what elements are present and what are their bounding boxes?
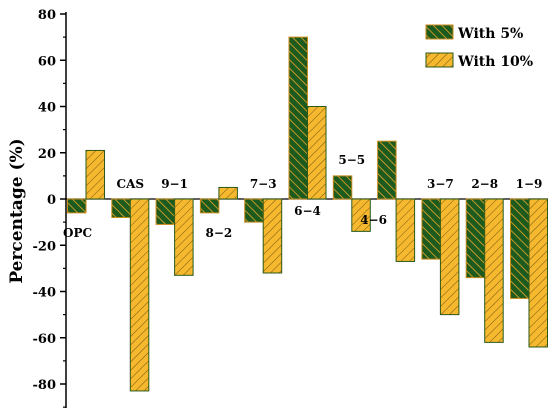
legend-swatch-with-10 — [425, 52, 454, 68]
legend-label-with-5: With 5% — [457, 26, 523, 42]
x-category-label: 3−7 — [427, 177, 454, 191]
x-category-label: 1−9 — [516, 177, 543, 191]
bar-CAS-series-1 — [129, 198, 150, 392]
bars — [67, 36, 548, 392]
bar-7-3-series-1 — [262, 198, 283, 274]
bar-5-5-series-1 — [351, 198, 371, 232]
bar-4-6-series-1 — [395, 198, 416, 262]
bar-5-5-series-0 — [332, 175, 353, 200]
bar-9-1-series-0 — [155, 198, 176, 225]
bar-1-9-series-1 — [528, 198, 548, 348]
x-category-label: 6−4 — [294, 204, 321, 218]
bar-8-2-series-0 — [199, 198, 220, 214]
x-category-label: 2−8 — [471, 177, 498, 191]
bar-OPC-series-1 — [85, 149, 105, 200]
bar-2-8-series-1 — [484, 198, 504, 343]
y-tick-label: -60 — [33, 332, 57, 347]
bar-6-4-series-1 — [307, 106, 327, 200]
legend: With 5% With 10% — [425, 24, 533, 70]
y-tick-label: -20 — [33, 239, 57, 254]
bar-CAS-series-0 — [111, 198, 131, 218]
bar-2-8-series-0 — [465, 198, 486, 279]
bar-4-6-series-0 — [377, 140, 397, 200]
x-category-label: 5−5 — [338, 153, 365, 167]
y-tick-label: -80 — [33, 378, 57, 393]
bar-8-2-series-1 — [218, 186, 238, 200]
y-tick-label: -40 — [33, 286, 57, 301]
x-category-label: 8−2 — [206, 226, 233, 240]
bar-9-1-series-1 — [174, 198, 194, 276]
bar-1-9-series-0 — [510, 198, 530, 299]
y-tick-label: 20 — [38, 147, 56, 162]
y-axis: -80 -60 -40 -20 0 20 40 60 80 — [33, 8, 67, 408]
y-tick-label: 40 — [38, 101, 56, 116]
bar-3-7-series-0 — [421, 198, 441, 260]
x-category-label: CAS — [117, 177, 145, 191]
x-category-label: 4−6 — [360, 213, 387, 227]
legend-label-with-10: With 10% — [457, 54, 533, 70]
y-axis-title: Percentage (%) — [7, 138, 27, 283]
bar-3-7-series-1 — [439, 198, 460, 316]
x-category-label: 9−1 — [161, 177, 188, 191]
legend-swatch-with-5 — [425, 24, 454, 40]
x-category-label: 7−3 — [250, 177, 277, 191]
x-category-label: OPC — [63, 226, 92, 240]
bar-6-4-series-0 — [288, 36, 308, 200]
y-tick-label: 60 — [38, 54, 56, 69]
bar-7-3-series-0 — [244, 198, 264, 223]
y-tick-label: 80 — [38, 8, 56, 23]
category-labels: OPC CAS 9−1 8−2 7−3 6−4 5−5 4−6 3−7 2−8 1−9 — [63, 153, 542, 240]
bar-OPC-series-0 — [67, 198, 87, 214]
y-tick-label: 0 — [47, 193, 56, 208]
